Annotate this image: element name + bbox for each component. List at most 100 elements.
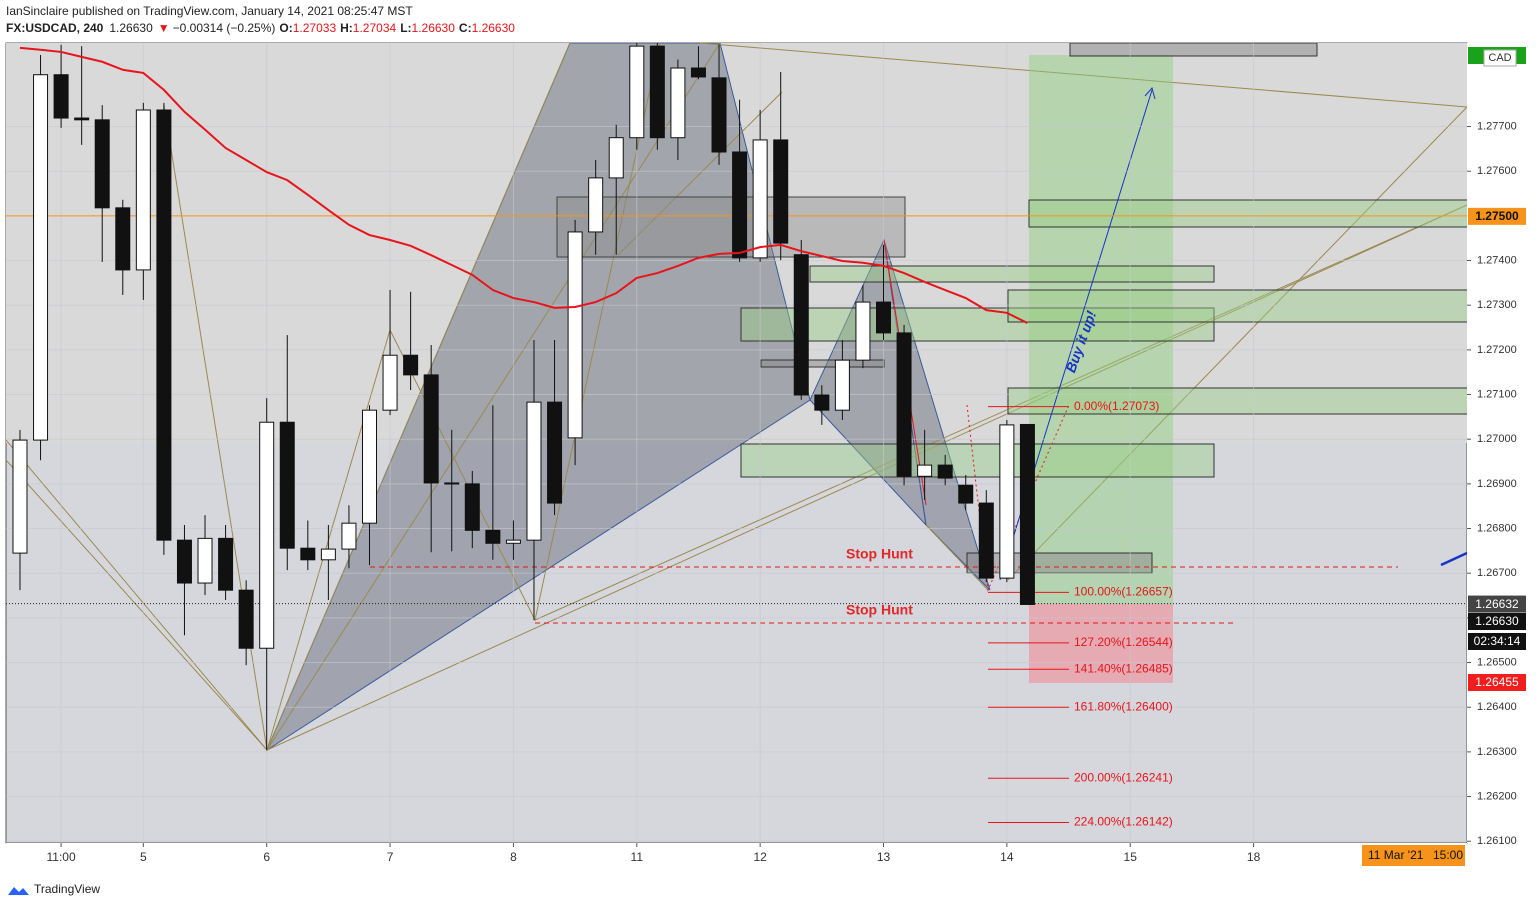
candle-body: [629, 45, 645, 139]
candle-body: [588, 177, 604, 233]
candle-body: [33, 74, 49, 441]
o-label: O:: [279, 21, 292, 35]
o: 1.27033: [293, 21, 337, 35]
x-tick-label: 5: [140, 850, 147, 864]
x-tick-label: 8: [510, 850, 517, 864]
level-label-bg: [1468, 207, 1526, 225]
candle-body: [670, 67, 686, 139]
fib-label: 100.00%(1.26657): [1074, 585, 1173, 599]
crosshair-date: 11 Mar '21: [1368, 848, 1424, 862]
fib-label: 141.40%(1.26485): [1074, 661, 1173, 675]
x-tick-label: 7: [387, 850, 394, 864]
fib-label: 200.00%(1.26241): [1074, 770, 1173, 784]
candle-body: [156, 109, 172, 541]
price-axis: [1467, 43, 1538, 843]
candle-body: [937, 464, 953, 479]
candle-body: [876, 301, 892, 334]
annotation: Stop Hunt: [846, 602, 913, 618]
blue-segment: [1440, 551, 1467, 567]
currency-box: [1483, 49, 1517, 67]
candle-body: [690, 67, 706, 78]
countdown-bg: [1468, 633, 1526, 650]
y-tick-label: 1.26900: [1477, 478, 1517, 490]
moving-average: [19, 46, 1028, 324]
y-tick-label: 1.27000: [1477, 433, 1517, 445]
candle-body: [362, 409, 378, 524]
y-tick-label: 1.26300: [1477, 746, 1517, 758]
logo: [8, 887, 29, 895]
candle-body: [649, 45, 665, 139]
stop-label: 1.26455: [1475, 675, 1519, 689]
candle-body: [485, 529, 501, 544]
crosshair-time: 15:00: [1433, 848, 1463, 862]
candle-body: [917, 464, 933, 477]
candle-body: [320, 548, 336, 561]
candle-body: [732, 151, 748, 259]
x-tick-label: 11:00: [47, 850, 76, 864]
fib-label: 127.20%(1.26544): [1074, 635, 1173, 649]
candle-body: [12, 439, 28, 554]
candle-body: [814, 394, 830, 411]
candle-body: [74, 117, 90, 121]
current-price-bg: [1468, 595, 1526, 613]
y-tick-label: 1.26800: [1477, 522, 1517, 534]
candle-body: [608, 137, 624, 179]
publisher: IanSinclaire published on TradingView.co…: [6, 4, 413, 18]
candle-body: [238, 589, 254, 649]
symbol: FX:USDCAD, 240: [6, 21, 104, 35]
l-label: L:: [400, 21, 411, 35]
h-label: H:: [340, 21, 353, 35]
candle-body: [94, 119, 110, 209]
close-label: 1.26630: [1475, 614, 1519, 628]
y-tick-label: 1.26500: [1477, 656, 1517, 668]
candle-body: [115, 207, 131, 271]
candle-body: [1019, 423, 1035, 605]
stop-zone: [1029, 604, 1173, 683]
candle-body: [176, 539, 192, 584]
countdown: 02:34:14: [1474, 634, 1521, 648]
last: 1.26630: [109, 21, 153, 35]
arrow-head: [1144, 86, 1156, 100]
y-tick-label: 1.27600: [1477, 165, 1517, 177]
x-tick-label: 12: [753, 850, 767, 864]
drawings: [6, 43, 1467, 843]
candle-body: [896, 332, 912, 477]
candle-body: [547, 401, 563, 504]
current-price-label: 1.26632: [1475, 597, 1519, 611]
y-tick-label: 1.26700: [1477, 567, 1517, 579]
candle-body: [53, 74, 69, 119]
candle-body: [711, 77, 727, 153]
candle-body: [567, 231, 583, 439]
fib-label: 224.00%(1.26142): [1074, 815, 1173, 829]
y-tick-label: 1.26200: [1477, 790, 1517, 802]
candle-body: [526, 401, 542, 541]
candle-body: [259, 421, 275, 649]
target-zone: [1029, 55, 1173, 604]
candle-body: [505, 539, 521, 544]
candle-body: [444, 482, 460, 485]
x-tick-label: 18: [1247, 850, 1261, 864]
candle-body: [958, 484, 974, 504]
y-tick-label: 1.26100: [1477, 835, 1517, 847]
y-tick-label: 1.27100: [1477, 388, 1517, 400]
zone: [556, 196, 906, 258]
c: 1.26630: [472, 21, 516, 35]
candle-body: [464, 483, 480, 531]
candle-body: [300, 547, 316, 561]
candle-body: [218, 537, 234, 591]
l: 1.26630: [412, 21, 456, 35]
marks: [6, 43, 1467, 823]
candle-body: [341, 522, 357, 550]
candle-body: [197, 537, 213, 584]
x-tick-label: 11: [631, 850, 644, 864]
candle-body: [423, 374, 439, 484]
c-label: C:: [459, 21, 472, 35]
annotation: Stop Hunt: [846, 546, 913, 562]
y-tick-label: 1.27300: [1477, 299, 1517, 311]
ohlc-line: FX:USDCAD, 240 1.26630 ▼ −0.00314 (−0.25%) O…: [6, 21, 515, 35]
candle-body: [978, 502, 994, 579]
y-tick-label: 1.27200: [1477, 344, 1517, 356]
candle-body: [773, 139, 789, 244]
footer: TradingView: [34, 882, 100, 896]
